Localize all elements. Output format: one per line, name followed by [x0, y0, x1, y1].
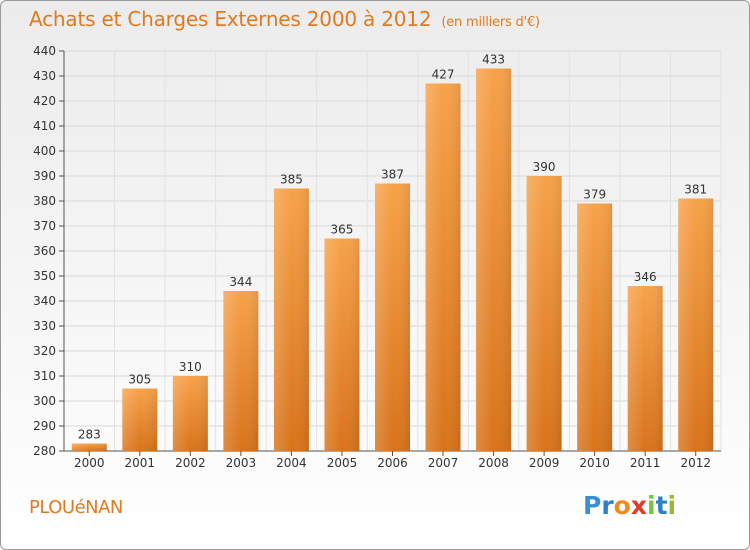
x-tick-label: 2007: [428, 456, 459, 470]
chart-title: Achats et Charges Externes 2000 à 2012 (e…: [29, 7, 540, 31]
bar-value-label: 379: [583, 188, 606, 202]
chart-title-text: Achats et Charges Externes 2000 à 2012: [29, 7, 432, 31]
bar-value-label: 387: [381, 168, 404, 182]
x-tick-label: 2005: [327, 456, 358, 470]
y-tick-label: 400: [33, 144, 56, 158]
logo-letter: P: [583, 491, 602, 520]
bar-value-label: 381: [684, 183, 707, 197]
bar-shade: [324, 238, 360, 451]
bar-value-label: 433: [482, 53, 505, 67]
bars: [71, 68, 714, 451]
y-tick-label: 350: [33, 269, 56, 283]
x-tick-label: 2008: [478, 456, 509, 470]
x-tick-label: 2004: [276, 456, 307, 470]
y-tick-label: 390: [33, 169, 56, 183]
bar-value-label: 385: [280, 173, 303, 187]
bar-shade: [273, 188, 309, 451]
proxiti-logo[interactable]: Proxiti: [583, 491, 676, 520]
x-tick-label: 2000: [74, 456, 105, 470]
chart-unit: (en milliers d'€): [441, 15, 540, 30]
y-tick-label: 380: [33, 194, 56, 208]
x-tick-label: 2011: [630, 456, 661, 470]
bar-shade: [678, 198, 714, 451]
x-tick-label: 2012: [680, 456, 711, 470]
bar-value-label: 305: [128, 373, 151, 387]
x-tick-label: 2009: [529, 456, 560, 470]
bar-value-label: 310: [179, 360, 202, 374]
y-tick-label: 300: [33, 394, 56, 408]
logo-letter: r: [601, 491, 614, 520]
bar-shade: [476, 68, 512, 451]
x-tick-label: 2010: [579, 456, 610, 470]
bar-shade: [71, 443, 107, 451]
y-tick-label: 420: [33, 94, 56, 108]
y-tick-label: 320: [33, 344, 56, 358]
bar-shade: [627, 286, 663, 451]
x-tick-label: 2002: [175, 456, 206, 470]
y-tick-label: 410: [33, 119, 56, 133]
bar-shade: [375, 183, 410, 451]
bar-value-label: 365: [331, 223, 354, 237]
y-tick-label: 360: [33, 244, 56, 258]
logo-letter: x: [630, 491, 647, 520]
y-tick-label: 280: [33, 444, 56, 458]
bar-value-label: 283: [78, 428, 101, 442]
logo-letter: i: [667, 491, 677, 520]
y-tick-label: 440: [33, 44, 56, 58]
logo-letter: i: [647, 491, 656, 520]
y-tick-label: 330: [33, 319, 56, 333]
bar-value-label: 390: [533, 160, 556, 174]
y-tick-label: 340: [33, 294, 56, 308]
bar-value-label: 346: [634, 270, 657, 284]
y-tick-label: 370: [33, 219, 56, 233]
x-tick-label: 2006: [377, 456, 408, 470]
place-name: PLOUéNAN: [29, 497, 123, 518]
bar-shade: [172, 376, 208, 451]
bar-shade: [223, 291, 259, 451]
y-tick-label: 290: [33, 419, 56, 433]
bar-value-label: 344: [229, 275, 252, 289]
x-tick-label: 2003: [226, 456, 257, 470]
logo-letter: o: [613, 491, 631, 520]
labels: 280 290 300 310 320 330 340 350 360 370 380 390 400 4…: [33, 44, 711, 470]
y-tick-label: 430: [33, 69, 56, 83]
bar-shade: [577, 203, 613, 451]
bar-shade: [122, 388, 158, 451]
bar-value-label: 427: [432, 68, 455, 82]
y-tick-label: 310: [33, 369, 56, 383]
bar-shade: [526, 176, 562, 451]
logo-letter: t: [655, 491, 668, 520]
x-tick-label: 2001: [125, 456, 156, 470]
bar-shade: [425, 83, 461, 451]
